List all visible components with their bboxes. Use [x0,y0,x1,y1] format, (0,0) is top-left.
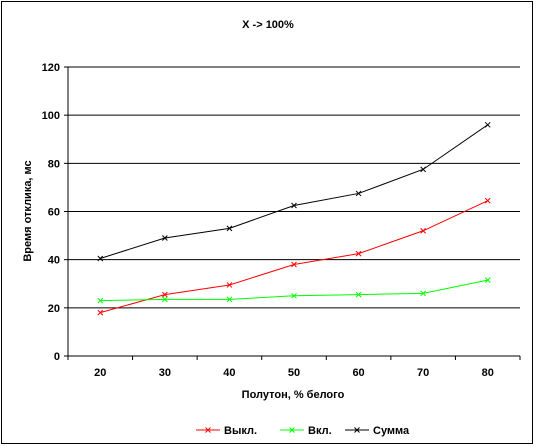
marker-stroke [291,202,297,209]
x-tick-label: 80 [482,367,494,379]
y-tick-label: 80 [48,158,60,170]
data-point [97,297,104,304]
marker-stroke [226,282,233,288]
marker-stroke [355,250,362,257]
marker-stroke [291,292,297,299]
data-point [162,291,168,298]
marker-stroke [162,291,168,298]
legend-item: Выкл. [196,425,257,437]
marker-stroke [355,291,362,298]
marker-stroke [97,297,104,304]
data-point [162,296,168,303]
marker-stroke [420,227,426,234]
x-axis-ticks: 20 30 40 50 60 70 80 [67,356,521,379]
legend-marker [205,427,211,433]
data-point [420,290,426,297]
legend-marker [289,427,295,433]
data-point [226,296,233,303]
data-point [226,282,233,288]
series-2 [97,277,491,304]
y-axis-ticks: 0 20 40 60 80 100 120 [42,62,68,363]
series-group [97,121,491,316]
marker-stroke [226,225,233,232]
x-axis-label: Полутон, % белого [242,389,345,401]
marker-stroke [420,290,426,297]
marker-stroke [162,296,168,303]
legend-item: Вкл. [280,425,332,437]
data-point [420,166,426,173]
legend-label: Сумма [373,425,410,437]
data-point [420,227,426,234]
marker-stroke [97,309,104,316]
y-tick-label: 0 [54,351,60,363]
x-tick-label: 40 [223,367,235,379]
marker-stroke [97,255,104,262]
legend-label: Вкл. [308,425,332,437]
y-tick-label: 60 [48,207,60,219]
marker-stroke [484,197,491,204]
marker-stroke [162,235,168,241]
legend-label: Выкл. [224,425,257,437]
data-point [291,292,297,299]
chart-title: X -> 100% [242,19,294,31]
marker-stroke [355,190,362,197]
legend-item: Сумма [345,425,410,437]
data-point [97,255,104,262]
y-tick-label: 40 [48,255,60,267]
x-tick-label: 60 [352,367,364,379]
data-point [162,235,168,241]
data-point [484,277,491,283]
y-tick-label: 100 [42,110,60,122]
y-tick-label: 20 [48,303,60,315]
gridlines [68,66,520,309]
data-point [355,291,362,298]
series-3 [97,121,491,262]
marker-stroke [205,427,211,433]
marker-stroke [484,277,491,283]
series-1 [97,197,491,316]
data-point [226,225,233,232]
data-point [97,309,104,316]
marker-stroke [420,166,426,173]
data-point [355,250,362,257]
data-point [484,121,491,128]
marker-stroke [226,296,233,303]
y-tick-label: 120 [42,62,60,74]
data-point [291,202,297,209]
data-point [291,261,297,268]
marker-stroke [354,427,360,433]
legend: Выкл. Вкл. Сумма [196,425,410,437]
x-tick-label: 50 [288,367,300,379]
x-tick-label: 30 [159,367,171,379]
marker-stroke [484,121,491,128]
data-point [484,197,491,204]
x-tick-label: 70 [417,367,429,379]
y-axis-label: Время отклика, мс [22,160,34,261]
marker-stroke [291,261,297,268]
legend-marker [354,427,360,433]
x-tick-label: 20 [94,367,106,379]
marker-stroke [289,427,295,433]
data-point [355,190,362,197]
